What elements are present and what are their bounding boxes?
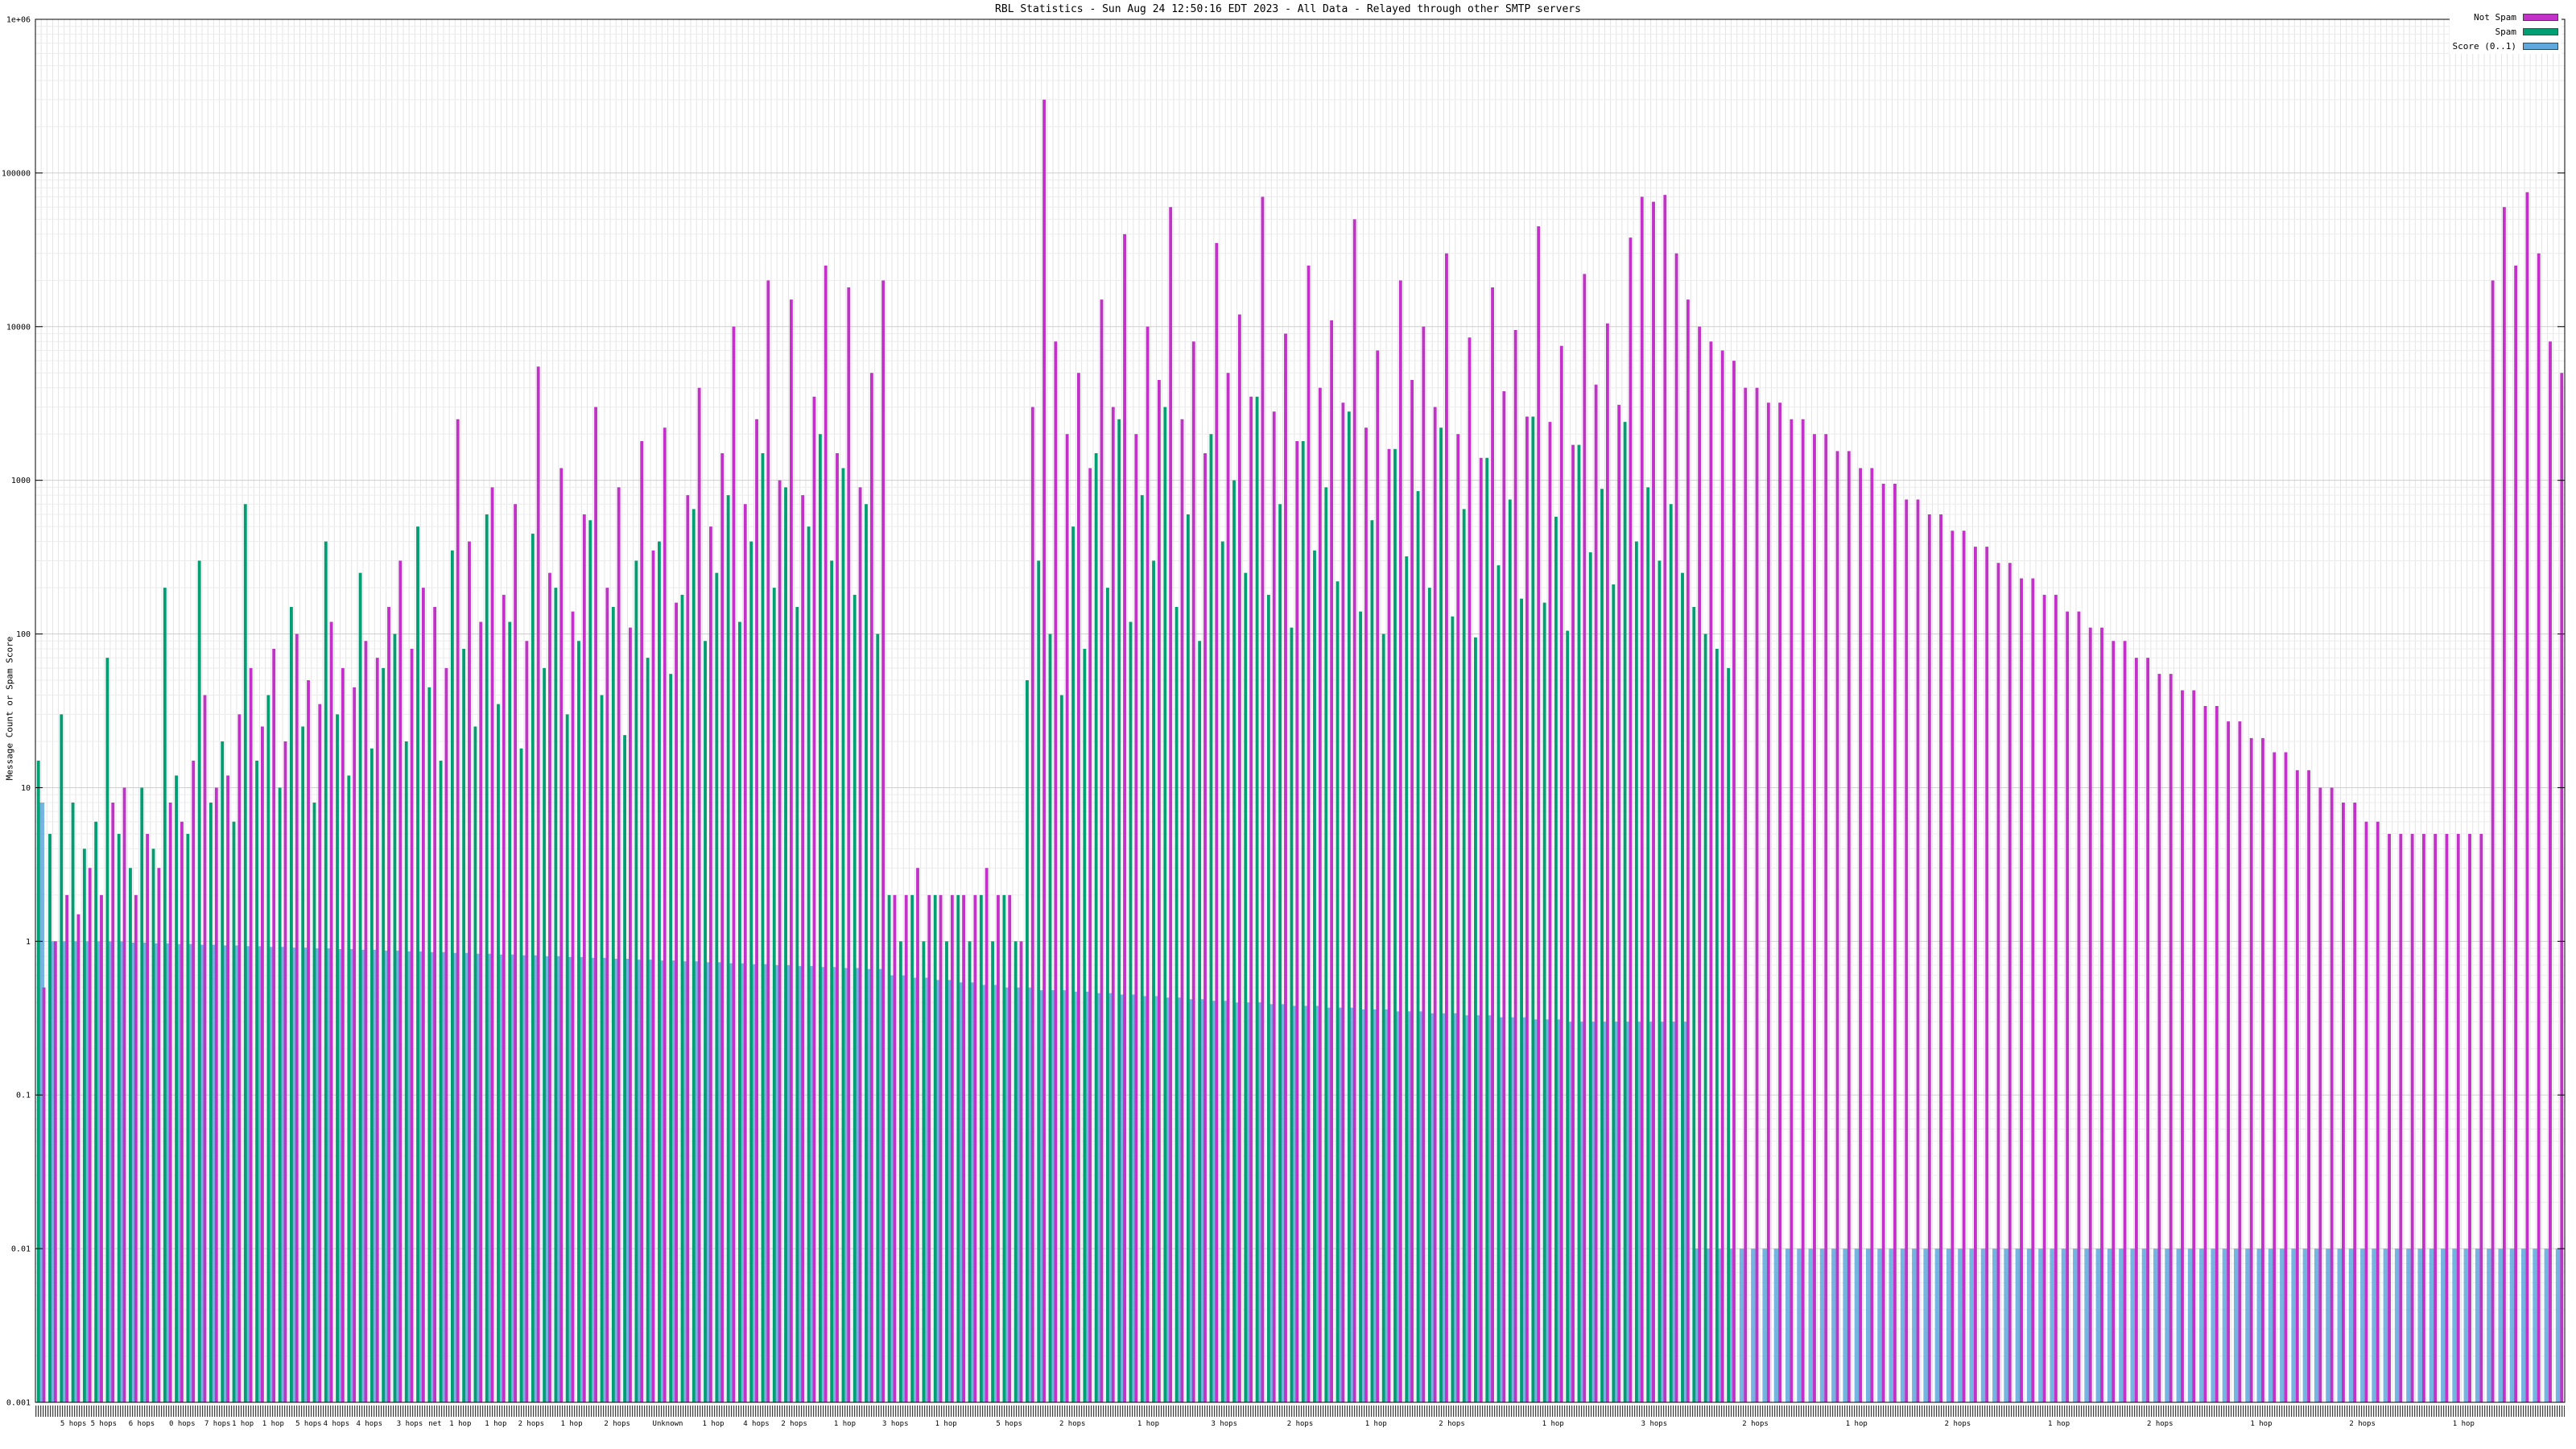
x-group-label: 2 hops xyxy=(2147,1420,2174,1428)
legend: Not Spam Spam Score (0..1) xyxy=(2449,10,2562,54)
x-group-label: 3 hops xyxy=(1211,1420,1237,1428)
y-tick-label: 0.001 xyxy=(6,1399,31,1408)
y-tick-label: 1 xyxy=(26,938,31,947)
y-axis-label: Message Count or Spam Score xyxy=(4,636,15,781)
y-tick-label: 1e+06 xyxy=(6,16,31,25)
series-score xyxy=(38,802,2562,1402)
x-group-label: 3 hops xyxy=(396,1420,423,1428)
x-group-label: 4 hops xyxy=(323,1420,350,1428)
x-group-label: 4 hops xyxy=(356,1420,382,1428)
x-axis-dense-labels xyxy=(35,1406,2565,1417)
x-group-label: 5 hops xyxy=(90,1420,118,1428)
x-group-label: 2 hops xyxy=(1059,1420,1086,1428)
x-group-label: 1 hop xyxy=(935,1420,957,1428)
y-tick-label: 100000 xyxy=(2,169,31,178)
x-group-label: 1 hop xyxy=(449,1420,472,1428)
x-group-label: 1 hop xyxy=(1845,1420,1868,1428)
legend-swatch xyxy=(2523,28,2558,35)
x-group-label: 1 hop xyxy=(702,1420,724,1428)
chart-title: RBL Statistics - Sun Aug 24 12:50:16 EDT… xyxy=(995,3,1581,15)
x-group-label: 6 hops xyxy=(128,1420,155,1428)
x-group-label: 5 hops xyxy=(295,1420,322,1428)
x-group-label: 1 hop xyxy=(1364,1420,1387,1428)
x-axis-group-labels: 5 hops 5 hops 6 hops 0 hops 7 hops 1 hop 1 hop… xyxy=(0,1420,2576,1433)
x-group-label: 2 hops xyxy=(604,1420,630,1428)
x-group-label: 4 hops xyxy=(743,1420,770,1428)
legend-swatch xyxy=(2523,14,2558,21)
legend-item: Not Spam xyxy=(2474,12,2558,23)
x-group-label: 7 hops xyxy=(204,1420,231,1428)
series-spam xyxy=(36,396,1731,1402)
x-group-label: 5 hops xyxy=(996,1420,1022,1428)
x-group-label: 1 hop xyxy=(560,1420,583,1428)
grid-vertical xyxy=(35,19,2566,1402)
y-axis-tick-labels: 1e+06 100000 10000 1000 100 10 1 0.1 0.01 0.001 xyxy=(2,16,31,1408)
legend-label: Score (0..1) xyxy=(2452,41,2516,52)
x-group-label: 2 hops xyxy=(1742,1420,1769,1428)
x-group-label: 3 hops xyxy=(1641,1420,1668,1428)
x-group-label: 1 hop xyxy=(232,1420,254,1428)
x-group-label: net xyxy=(428,1420,442,1428)
legend-item: Score (0..1) xyxy=(2453,41,2558,52)
y-tick-label: 1000 xyxy=(11,477,31,485)
x-group-label: 1 hop xyxy=(262,1420,284,1428)
y-tick-label: 10000 xyxy=(6,323,31,332)
plot-border xyxy=(35,19,2566,1403)
x-group-label: 5 hops xyxy=(60,1420,87,1428)
x-group-label: 2 hops xyxy=(518,1420,545,1428)
x-group-label: Unknown xyxy=(652,1420,683,1428)
x-group-label: 2 hops xyxy=(781,1420,807,1428)
x-group-label: 1 hop xyxy=(1137,1420,1160,1428)
series-not-spam xyxy=(42,99,2564,1402)
x-group-label: 1 hop xyxy=(485,1420,507,1428)
x-group-label: 2 hops xyxy=(1439,1420,1465,1428)
y-tick-label: 0.1 xyxy=(16,1092,31,1100)
x-group-label: 3 hops xyxy=(882,1420,909,1428)
x-group-label: 2 hops xyxy=(1286,1420,1314,1428)
x-group-label: 1 hop xyxy=(1542,1420,1564,1428)
legend-label: Not Spam xyxy=(2474,12,2516,23)
legend-label: Spam xyxy=(2495,27,2517,37)
x-group-label: 1 hop xyxy=(2452,1420,2475,1428)
x-group-label: 2 hops xyxy=(2349,1420,2376,1428)
y-axis-ticks xyxy=(35,19,2565,1403)
x-group-label: 1 hop xyxy=(2250,1420,2273,1428)
x-group-label: 1 hop xyxy=(2048,1420,2070,1428)
y-tick-label: 0.01 xyxy=(11,1245,31,1254)
x-group-label: 1 hop xyxy=(833,1420,856,1428)
legend-item: Spam xyxy=(2495,27,2558,37)
y-tick-label: 10 xyxy=(21,784,31,793)
x-group-label: 2 hops xyxy=(1944,1420,1971,1428)
y-tick-label: 100 xyxy=(16,630,31,639)
legend-swatch xyxy=(2523,43,2558,50)
x-group-label: 0 hops xyxy=(168,1420,196,1428)
